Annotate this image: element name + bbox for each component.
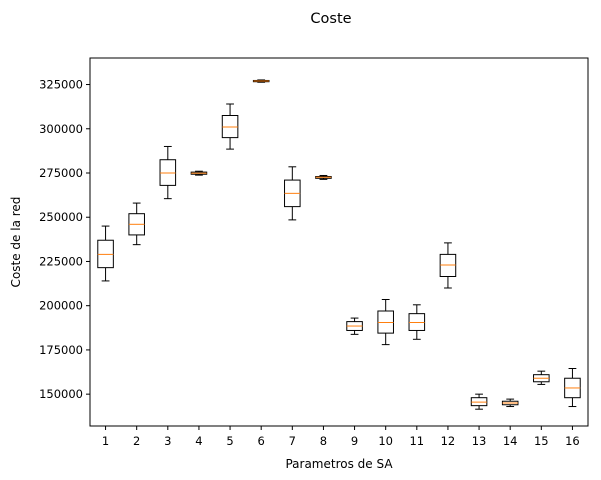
y-tick-label-175000: 175000: [39, 343, 83, 357]
box-10: [377, 299, 394, 346]
y-tick-label-325000: 325000: [39, 78, 83, 92]
x-tick-label-10: 10: [378, 434, 393, 448]
axes-frame: [89, 57, 589, 427]
box-16: [564, 368, 581, 408]
box-13: [470, 393, 488, 410]
x-tick-label-14: 14: [503, 434, 518, 448]
y-tick-label-150000: 150000: [39, 387, 83, 401]
y-tick-label-225000: 225000: [39, 254, 83, 268]
x-tick-label-9: 9: [351, 434, 358, 448]
x-tick-label-4: 4: [195, 434, 202, 448]
box-5: [221, 103, 239, 150]
box-3: [159, 145, 177, 200]
box-8: [315, 174, 332, 180]
box-9: [346, 317, 363, 335]
box-4: [190, 170, 208, 176]
x-tick-label-1: 1: [102, 434, 109, 448]
x-tick-label-2: 2: [133, 434, 140, 448]
y-axis-label: Coste de la red: [9, 197, 23, 288]
y-tick-label-275000: 275000: [39, 166, 83, 180]
box-1: [97, 225, 114, 282]
y-axis: 150000 175000 200000 225000 250000 275000 3000…: [39, 78, 90, 401]
x-tick-label-12: 12: [441, 434, 456, 448]
x-tick-label-6: 6: [258, 434, 265, 448]
y-tick-label-200000: 200000: [39, 299, 83, 313]
box-7: [284, 166, 301, 221]
x-tick-label-15: 15: [534, 434, 549, 448]
box-11: [408, 304, 426, 340]
x-tick-label-5: 5: [226, 434, 233, 448]
x-tick-label-8: 8: [320, 434, 327, 448]
x-tick-label-13: 13: [472, 434, 487, 448]
box-12: [439, 242, 457, 289]
x-tick-label-16: 16: [565, 434, 580, 448]
y-tick-label-300000: 300000: [39, 122, 83, 136]
x-axis: 1 2 3 4 5 6 7 8 9 10 11 12 13 14 15 16: [102, 426, 580, 448]
y-tick-label-250000: 250000: [39, 210, 83, 224]
box-2: [128, 202, 145, 246]
x-axis-label: Parametros de SA: [285, 457, 393, 471]
x-tick-label-11: 11: [409, 434, 424, 448]
box-14: [501, 398, 519, 408]
x-tick-label-7: 7: [289, 434, 296, 448]
box-15: [533, 370, 550, 385]
x-tick-label-3: 3: [164, 434, 171, 448]
chart-title: Coste: [310, 11, 351, 27]
box-6: [252, 79, 270, 83]
plot-area: [97, 79, 581, 410]
